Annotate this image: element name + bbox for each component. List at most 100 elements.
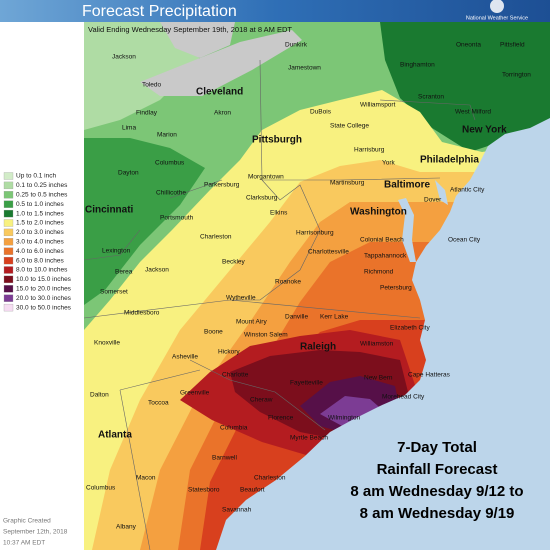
legend-label: Up to 0.1 inch: [16, 173, 56, 180]
logo-text: National Weather Service: [466, 15, 528, 21]
city-label: Toccoa: [148, 400, 169, 407]
legend-swatch: [3, 266, 14, 274]
city-label: DuBois: [310, 109, 332, 116]
city-label: Cleveland: [196, 87, 243, 98]
city-label: Toledo: [142, 82, 162, 89]
city-label: West Milford: [455, 109, 491, 116]
legend-swatch: [3, 303, 14, 312]
city-label: Philadelphia: [420, 155, 479, 166]
city-label: Atlanta: [98, 430, 132, 441]
city-label: Berea: [115, 269, 133, 276]
annotation-line: 7-Day Total: [397, 439, 477, 456]
city-label: Marion: [157, 132, 177, 139]
city-label: Scranton: [418, 94, 444, 101]
city-label: Parkersburg: [204, 182, 240, 189]
city-label: New Bern: [364, 375, 393, 382]
footer: Graphic Created September 12th, 2018 10:37…: [3, 518, 68, 547]
city-label: Asheville: [172, 354, 198, 361]
city-label: Kerr Lake: [320, 314, 349, 321]
legend-label: 0.1 to 0.25 inches: [16, 182, 68, 189]
city-labels: Jackson Toledo Cleveland Findlay Akron Lima Ma…: [85, 42, 531, 531]
city-label: Pittsburgh: [252, 135, 302, 146]
city-label: York: [382, 160, 396, 167]
city-label: Elizabeth City: [390, 325, 430, 332]
city-label: Cape Hatteras: [408, 372, 451, 379]
city-label: Dover: [424, 197, 442, 204]
city-label: Winston Salem: [244, 332, 288, 339]
city-label: Savannah: [222, 507, 252, 514]
legend-label: 10.0 to 15.0 inches: [16, 276, 72, 283]
city-label: Macon: [136, 475, 156, 482]
city-label: Richmond: [364, 269, 394, 276]
nws-logo: [490, 0, 504, 13]
lake: [160, 22, 235, 58]
city-label: Petersburg: [380, 285, 412, 292]
city-label: Binghamton: [400, 62, 435, 69]
city-label: Danville: [285, 314, 309, 321]
city-label: Harrisonburg: [296, 230, 334, 237]
footer-line: September 12th, 2018: [3, 529, 68, 536]
city-label: Statesboro: [188, 487, 220, 494]
city-label: Oneonta: [456, 42, 481, 49]
legend-swatch: [3, 294, 14, 302]
legend-swatch: [3, 247, 14, 255]
city-label: Albany: [116, 524, 137, 531]
city-label: Columbus: [155, 160, 185, 167]
legend-swatch: [3, 238, 14, 246]
city-label: New York: [462, 125, 507, 136]
legend-label: 3.0 to 4.0 inches: [16, 239, 64, 246]
legend-swatch: [3, 285, 14, 293]
city-label: Greenville: [180, 390, 210, 397]
city-label: Jamestown: [288, 65, 321, 72]
map: [84, 22, 550, 550]
city-label: Baltimore: [384, 180, 431, 191]
city-label: Jackson: [112, 54, 136, 61]
legend-label: 6.0 to 8.0 inches: [16, 257, 64, 264]
city-label: Columbia: [220, 425, 248, 432]
bay: [398, 198, 416, 262]
header-bar: [0, 0, 550, 22]
city-label: Beaufort: [240, 487, 265, 494]
city-label: Lima: [122, 125, 136, 132]
city-label: Findlay: [136, 110, 158, 117]
legend: Up to 0.1 inch 0.1 to 0.25 inches 0.25 to …: [3, 172, 72, 312]
bay: [435, 180, 448, 205]
city-label: Akron: [214, 110, 231, 117]
city-label: Myrtle Beach: [290, 435, 328, 442]
city-label: Lexington: [102, 248, 131, 255]
city-label: Chillicothe: [156, 190, 186, 197]
city-label: Clarksburg: [246, 195, 278, 202]
city-label: Knoxville: [94, 340, 120, 347]
city-label: Raleigh: [300, 342, 336, 353]
city-label: Roanoke: [275, 279, 301, 286]
city-label: Hickory: [218, 349, 240, 356]
subtitle: Valid Ending Wednesday September 19th, 2…: [88, 25, 292, 34]
city-label: Colonial Beach: [360, 237, 404, 244]
city-label: Williamston: [360, 341, 394, 348]
city-label: Wilmington: [328, 415, 361, 422]
annotation: 7-Day Total Rainfall Forecast 8 am Wednesd…: [350, 439, 523, 522]
legend-label: 15.0 to 20.0 inches: [16, 286, 72, 293]
city-label: Somerset: [100, 289, 128, 296]
city-label: Wytheville: [226, 295, 256, 302]
legend-swatch: [3, 181, 14, 190]
city-label: Charlotte: [222, 372, 249, 379]
ocean: [216, 118, 550, 550]
city-label: Middlesboro: [124, 310, 160, 317]
city-label: Charleston: [200, 234, 232, 241]
city-label: Elkins: [270, 210, 288, 217]
city-label: Morgantown: [248, 174, 284, 181]
lake: [140, 30, 302, 96]
title: Forecast Precipitation: [82, 3, 237, 20]
city-label: Jackson: [145, 267, 169, 274]
city-label: Cincinnati: [85, 205, 134, 216]
legend-swatch: [3, 219, 14, 227]
rain-band: [380, 22, 550, 152]
rain-band: [320, 396, 386, 433]
legend-label: 30.0 to 50.0 inches: [16, 304, 72, 311]
legend-swatch: [3, 256, 14, 265]
city-label: State College: [330, 123, 369, 130]
city-label: Columbus: [86, 485, 116, 492]
legend-label: 4.0 to 6.0 inches: [16, 248, 64, 255]
